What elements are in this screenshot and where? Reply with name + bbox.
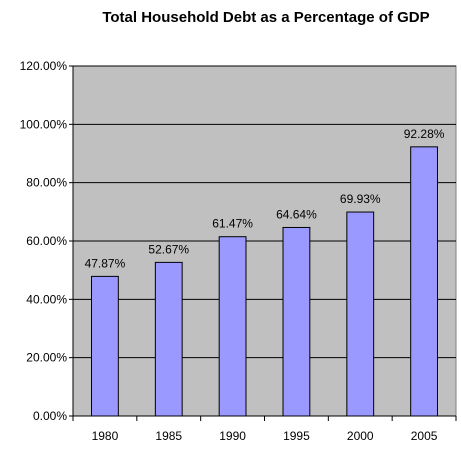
data-label: 52.67% (148, 242, 189, 256)
y-tick-label: 20.00% (26, 351, 67, 365)
y-tick-label: 0.00% (33, 409, 67, 423)
data-labels: 47.87% 52.67% 61.47% 64.64% 69.93% 92.28% (85, 127, 445, 271)
gridlines (73, 65, 456, 359)
x-tick-label: 1980 (92, 429, 119, 443)
data-label: 47.87% (85, 256, 126, 270)
y-tick-label: 60.00% (26, 234, 67, 248)
data-label: 64.64% (276, 207, 317, 221)
data-label: 61.47% (212, 217, 253, 231)
bar (346, 211, 375, 417)
y-axis: 0.00% 20.00% 40.00% 60.00% 80.00% 100.00% 120.… (20, 59, 74, 423)
x-tick-label: 1985 (155, 429, 182, 443)
x-tick-label: 2000 (347, 429, 374, 443)
bar (410, 146, 438, 417)
x-tick-label: 1995 (283, 429, 310, 443)
bar (218, 236, 247, 417)
bar (154, 261, 183, 417)
x-axis: 1980 1985 1990 1995 2000 2005 (72, 415, 457, 443)
y-tick-label: 40.00% (26, 292, 67, 306)
bars (91, 146, 438, 417)
x-tick-label: 1990 (219, 429, 246, 443)
y-tick-label: 80.00% (26, 176, 67, 190)
bar (282, 226, 311, 417)
y-tick-label: 120.00% (20, 59, 68, 73)
x-tick-label: 2005 (411, 429, 438, 443)
y-tick-label: 100.00% (20, 117, 68, 131)
data-label: 69.93% (340, 192, 381, 206)
chart-title: Total Household Debt as a Percentage of … (102, 9, 429, 26)
bar (91, 275, 119, 417)
data-label: 92.28% (404, 127, 445, 141)
